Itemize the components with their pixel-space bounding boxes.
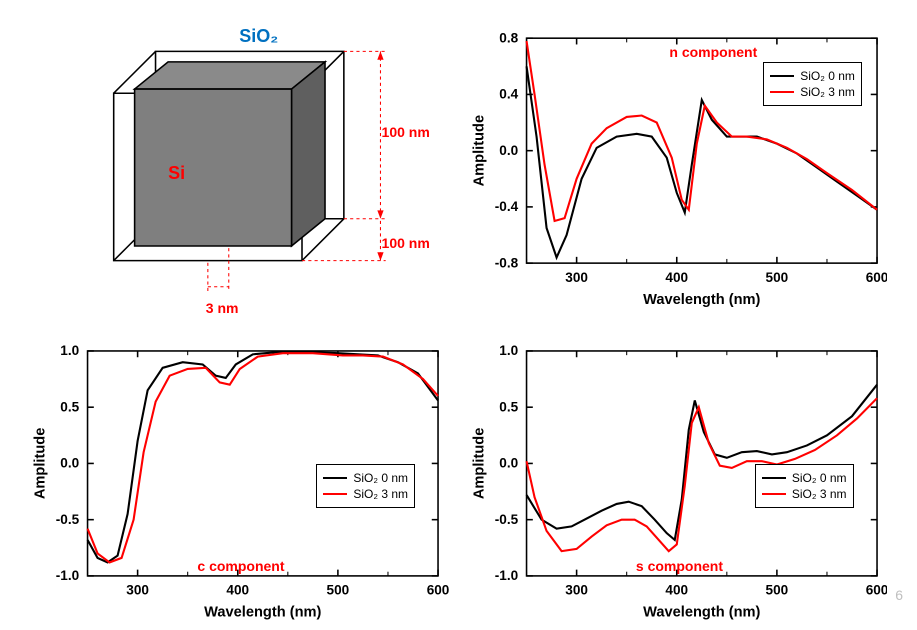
legend-label: SiO₂ 0 nm (792, 471, 847, 485)
svg-text:-0.8: -0.8 (494, 255, 518, 270)
svg-text:300: 300 (565, 583, 588, 598)
chart-c-legend: SiO₂ 0 nm SiO₂ 3 nm (316, 464, 415, 508)
svg-text:Wavelength (nm): Wavelength (nm) (643, 292, 760, 308)
chart-c-panel: 300 400 500 600 -1.0 -0.5 0.0 0.5 1.0 Wavelength … (30, 338, 449, 625)
chart-c: 300 400 500 600 -1.0 -0.5 0.0 0.5 1.0 Wavelength … (30, 338, 449, 625)
svg-text:Amplitude: Amplitude (471, 115, 487, 186)
chart-s-legend: SiO₂ 0 nm SiO₂ 3 nm (755, 464, 854, 508)
legend-item: SiO₂ 0 nm (323, 471, 408, 485)
svg-text:400: 400 (665, 270, 688, 285)
svg-text:-0.5: -0.5 (494, 512, 518, 527)
legend-swatch (770, 91, 794, 93)
outer-label: SiO₂ (239, 26, 278, 47)
svg-text:400: 400 (226, 583, 249, 598)
svg-text:0.0: 0.0 (499, 143, 518, 158)
svg-text:0.0: 0.0 (499, 456, 518, 471)
svg-text:0.0: 0.0 (60, 456, 79, 471)
chart-n-title: n component (669, 44, 757, 60)
legend-item: SiO₂ 3 nm (762, 487, 847, 501)
dim-2: 100 nm (382, 235, 430, 251)
legend-item: SiO₂ 3 nm (323, 487, 408, 501)
chart-n-legend: SiO₂ 0 nm SiO₂ 3 nm (763, 62, 862, 106)
diagram-panel: SiO₂ Si 100 nm 100 nm 3 nm (30, 20, 449, 318)
svg-text:0.8: 0.8 (499, 30, 518, 45)
cube-diagram: SiO₂ Si 100 nm 100 nm 3 nm (30, 20, 449, 318)
legend-item: SiO₂ 3 nm (770, 85, 855, 99)
chart-c-title: c component (197, 558, 284, 574)
svg-text:300: 300 (565, 270, 588, 285)
svg-text:Amplitude: Amplitude (471, 428, 487, 500)
svg-text:0.5: 0.5 (60, 399, 79, 414)
chart-s-title: s component (636, 558, 723, 574)
inner-label: Si (168, 163, 185, 184)
chart-s: 300 400 500 600 -1.0 -0.5 0.0 0.5 1.0 Wavelength … (469, 338, 888, 625)
svg-text:600: 600 (865, 583, 887, 598)
svg-text:0.5: 0.5 (499, 399, 518, 414)
svg-text:600: 600 (865, 270, 887, 285)
svg-text:1.0: 1.0 (499, 343, 518, 358)
legend-swatch (323, 493, 347, 495)
legend-swatch (323, 477, 347, 479)
svg-text:300: 300 (126, 583, 149, 598)
legend-item: SiO₂ 0 nm (762, 471, 847, 485)
svg-text:400: 400 (665, 583, 688, 598)
svg-text:Amplitude: Amplitude (33, 428, 49, 500)
legend-label: SiO₂ 0 nm (800, 69, 855, 83)
legend-label: SiO₂ 3 nm (800, 85, 855, 99)
legend-label: SiO₂ 0 nm (353, 471, 408, 485)
svg-text:-0.5: -0.5 (56, 512, 80, 527)
svg-text:500: 500 (765, 583, 788, 598)
dim-3: 3 nm (206, 300, 239, 316)
svg-text:0.4: 0.4 (499, 87, 518, 102)
chart-s-panel: 300 400 500 600 -1.0 -0.5 0.0 0.5 1.0 Wavelength … (469, 338, 888, 625)
legend-label: SiO₂ 3 nm (353, 487, 408, 501)
legend-swatch (762, 477, 786, 479)
svg-text:500: 500 (765, 270, 788, 285)
svg-text:600: 600 (427, 583, 449, 598)
legend-item: SiO₂ 0 nm (770, 69, 855, 83)
legend-label: SiO₂ 3 nm (792, 487, 847, 501)
chart-n: 300 400 500 600 -0.8 -0.4 0.0 0.4 0.8 Wavelength … (469, 20, 888, 318)
svg-text:1.0: 1.0 (60, 343, 79, 358)
dim-1: 100 nm (382, 124, 430, 140)
svg-text:-0.4: -0.4 (494, 199, 518, 214)
svg-text:500: 500 (327, 583, 350, 598)
svg-text:Wavelength (nm): Wavelength (nm) (204, 605, 321, 621)
svg-text:Wavelength (nm): Wavelength (nm) (643, 605, 760, 621)
cube-svg (30, 20, 448, 313)
chart-n-panel: 300 400 500 600 -0.8 -0.4 0.0 0.4 0.8 Wavelength … (469, 20, 888, 318)
legend-swatch (762, 493, 786, 495)
legend-swatch (770, 75, 794, 77)
page-number: 6 (895, 587, 903, 603)
svg-text:-1.0: -1.0 (494, 568, 517, 583)
svg-text:-1.0: -1.0 (56, 568, 79, 583)
